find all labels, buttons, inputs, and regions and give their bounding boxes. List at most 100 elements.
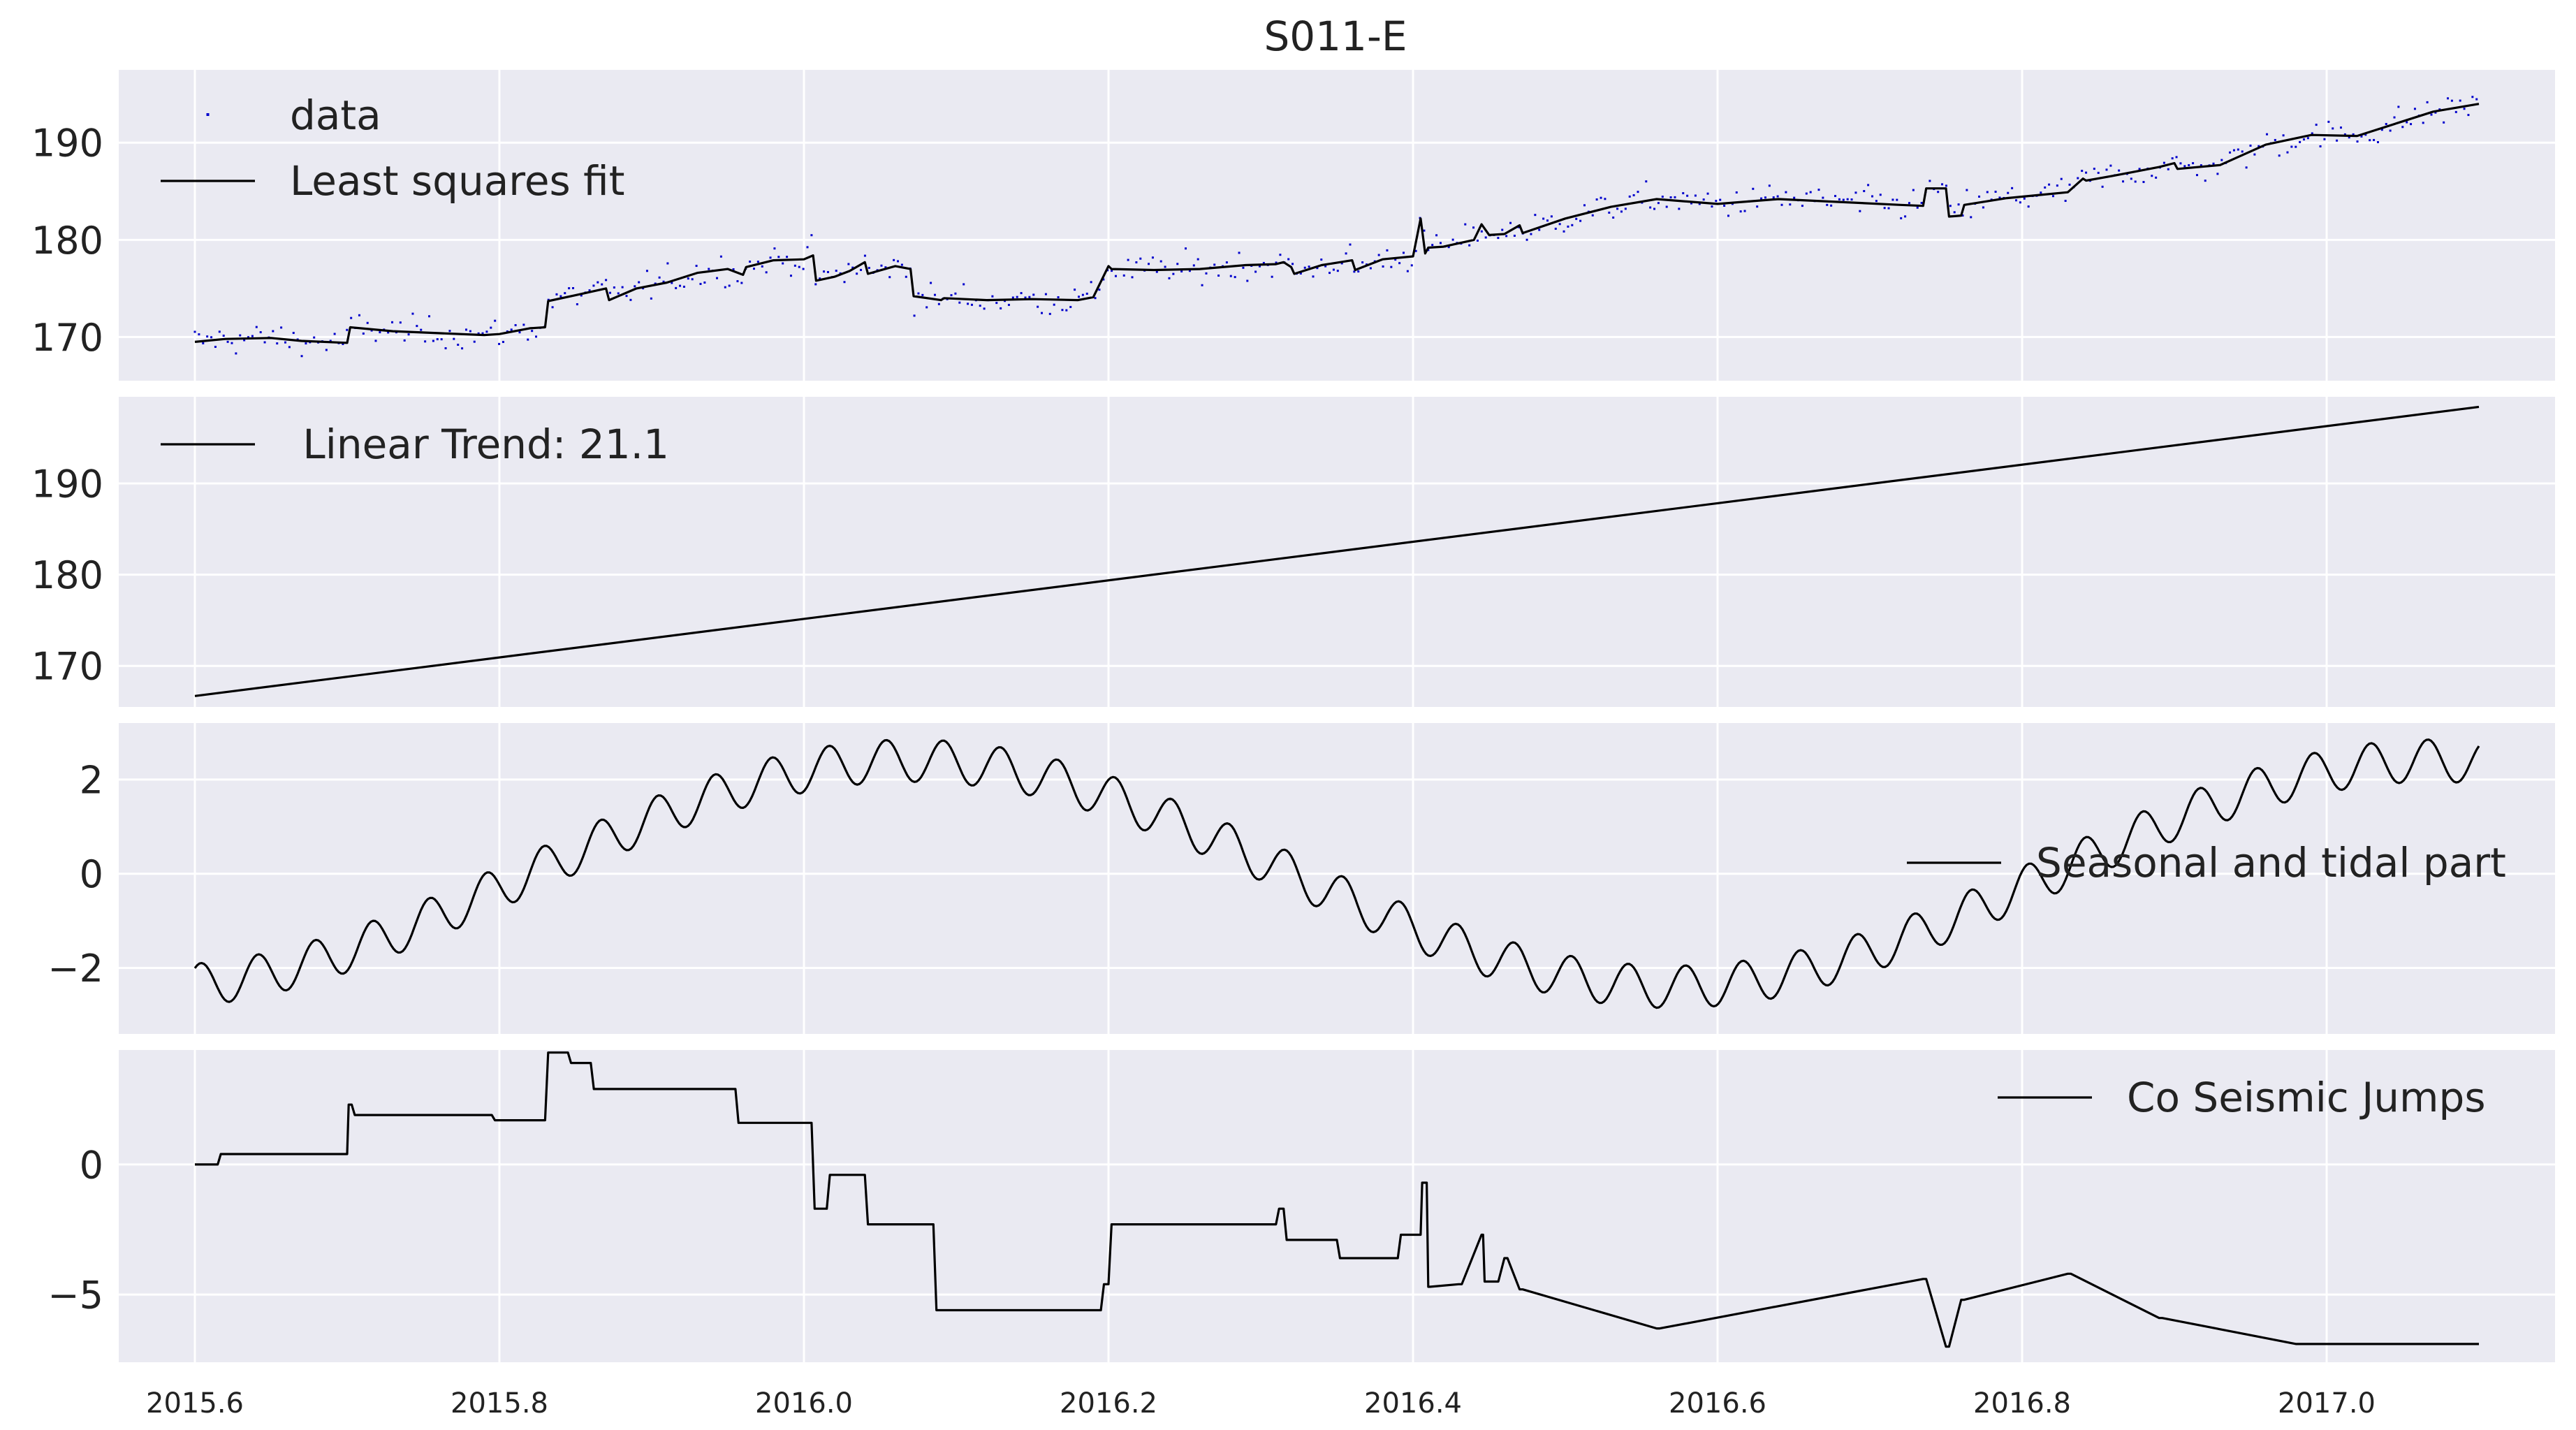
data-point <box>777 256 780 258</box>
legend-label: Linear Trend: 21.1 <box>290 421 669 468</box>
data-point <box>1912 189 1915 191</box>
data-point <box>379 331 381 334</box>
data-point <box>2306 137 2309 140</box>
data-point <box>2014 199 2017 202</box>
data-point <box>2077 177 2079 180</box>
data-point <box>851 266 854 269</box>
data-point <box>490 326 492 329</box>
data-point <box>1185 247 1187 250</box>
data-point <box>835 270 837 272</box>
data-point <box>403 339 406 342</box>
data-point <box>798 265 800 268</box>
data-point <box>826 270 829 273</box>
data-point <box>2171 157 2174 160</box>
data-point <box>2162 161 2165 164</box>
data-point <box>1957 203 1960 206</box>
data-point <box>514 323 517 326</box>
data-point <box>691 278 694 281</box>
data-point <box>782 262 784 265</box>
data-point <box>276 342 279 345</box>
data-point <box>218 330 221 333</box>
data-point <box>880 264 883 267</box>
data-point <box>1312 275 1315 278</box>
data-point <box>1369 267 1372 270</box>
data-point <box>2364 133 2367 136</box>
data-point <box>2179 162 2182 165</box>
data-point <box>2200 164 2202 167</box>
data-point <box>1665 205 1668 208</box>
data-point <box>1451 238 1454 241</box>
data-point <box>1168 277 1171 279</box>
data-point <box>1994 190 1997 193</box>
data-point <box>1435 234 1438 237</box>
y-tick-label: 0 <box>80 852 103 896</box>
data-point <box>1604 198 1607 200</box>
data-point <box>564 292 566 295</box>
y-tick-label: −2 <box>47 947 103 991</box>
data-point <box>453 337 455 340</box>
data-point <box>568 287 571 290</box>
data-point <box>724 286 726 289</box>
data-point <box>1172 272 1175 275</box>
data-point <box>1069 305 1072 308</box>
data-point <box>284 341 286 344</box>
y-tick-label: 2 <box>80 758 103 802</box>
legend-label: Co Seismic Jumps <box>2127 1074 2486 1121</box>
data-point <box>1871 195 1873 198</box>
data-point <box>1949 205 1952 207</box>
data-point <box>1735 191 1738 194</box>
data-point <box>358 314 360 316</box>
data-point <box>1164 265 1166 268</box>
data-point <box>1834 195 1837 198</box>
data-point <box>1155 270 1158 273</box>
data-point <box>235 352 237 355</box>
data-point <box>2303 138 2306 141</box>
legend-label: data <box>290 92 381 139</box>
data-point <box>1785 191 1787 194</box>
data-point <box>325 349 328 351</box>
data-point <box>1982 206 1984 209</box>
data-point <box>2426 101 2429 103</box>
data-point <box>601 283 603 286</box>
data-point <box>1497 237 1500 240</box>
data-point <box>2348 136 2350 139</box>
data-point <box>2151 175 2153 177</box>
data-point <box>2051 195 2054 198</box>
data-point <box>884 266 887 269</box>
data-point <box>2167 168 2169 170</box>
data-point <box>1159 260 1162 263</box>
data-point <box>559 295 562 298</box>
data-point <box>708 268 710 270</box>
data-point <box>1842 198 1845 201</box>
data-point <box>1838 198 1840 200</box>
data-point <box>342 342 344 345</box>
data-point <box>1756 205 1759 208</box>
data-point <box>1217 275 1220 277</box>
data-point <box>407 333 410 336</box>
data-point <box>2401 126 2404 129</box>
data-point <box>1970 216 1973 219</box>
data-point <box>313 336 316 339</box>
data-point <box>1299 272 1302 275</box>
data-point <box>1534 214 1537 217</box>
data-point <box>1329 272 1331 275</box>
data-point <box>2447 97 2450 100</box>
data-point <box>2155 176 2158 179</box>
data-point <box>1632 194 1635 196</box>
data-point <box>1694 194 1697 197</box>
data-point <box>2060 177 2063 180</box>
data-point <box>716 277 719 279</box>
data-point <box>329 340 332 342</box>
data-point <box>1139 257 1142 260</box>
data-point <box>2122 180 2125 183</box>
data-point <box>897 260 900 263</box>
data-point <box>1789 203 1792 206</box>
data-point <box>457 344 460 346</box>
data-point <box>1024 296 1027 299</box>
data-point <box>1188 270 1191 272</box>
data-point <box>695 265 698 268</box>
data-point <box>1809 191 1812 194</box>
data-point <box>1723 205 1726 207</box>
data-point <box>1077 296 1080 298</box>
data-point <box>1793 196 1796 199</box>
